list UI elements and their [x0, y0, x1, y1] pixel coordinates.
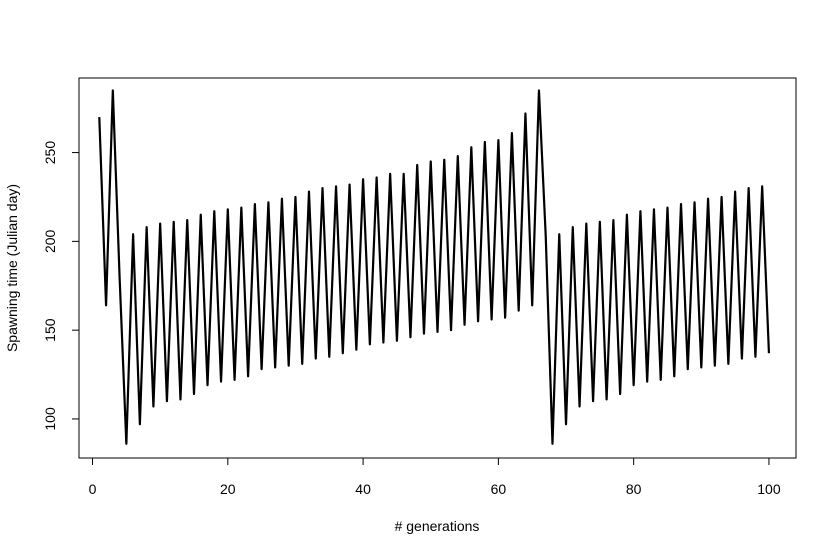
x-axis: 0 20 40 60 80 100 — [89, 457, 781, 497]
x-tick-label: 0 — [89, 481, 97, 497]
x-tick-label: 40 — [355, 481, 371, 497]
y-tick-label: 250 — [42, 141, 58, 165]
x-tick-label: 60 — [491, 481, 507, 497]
plot-frame — [78, 77, 797, 459]
y-tick-label: 100 — [42, 407, 58, 431]
y-tick-label: 150 — [42, 318, 58, 342]
series-line — [98, 89, 771, 445]
y-axis-label: Spawning time (Julian day) — [4, 184, 20, 352]
x-tick-label: 100 — [757, 481, 781, 497]
x-tick-label: 20 — [220, 481, 236, 497]
x-axis-label: # generations — [395, 518, 480, 534]
y-tick-label: 200 — [42, 229, 58, 253]
x-tick-label: 80 — [626, 481, 642, 497]
y-axis: 100 150 200 250 — [42, 141, 80, 431]
